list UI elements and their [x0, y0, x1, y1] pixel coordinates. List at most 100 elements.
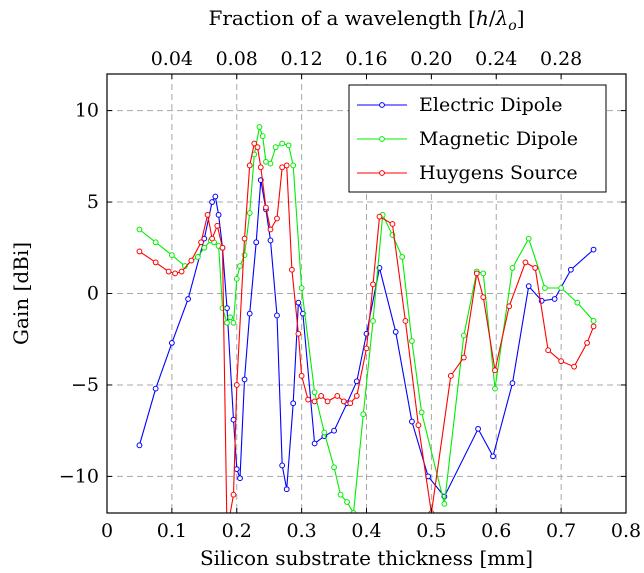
data-point	[233, 466, 240, 473]
data-point	[295, 299, 302, 306]
y-tick-label: −5	[71, 374, 99, 396]
data-point	[233, 382, 240, 388]
data-point	[324, 398, 331, 405]
data-point	[340, 398, 347, 405]
data-point	[178, 268, 185, 275]
data-point	[311, 440, 318, 447]
x-tick-label: 0.8	[611, 520, 641, 542]
legend-item: Magnetic Dipole	[357, 128, 578, 150]
data-point	[168, 252, 175, 258]
data-point	[542, 285, 548, 291]
data-point	[209, 235, 215, 242]
data-point	[558, 358, 565, 365]
data-point	[353, 378, 360, 385]
data-point	[165, 268, 172, 275]
data-point	[152, 385, 159, 392]
data-point	[246, 162, 253, 169]
data-point	[251, 140, 258, 147]
data-point	[219, 305, 226, 312]
data-point	[525, 283, 532, 290]
data-point	[214, 222, 221, 229]
data-point	[480, 294, 487, 301]
data-point	[370, 318, 376, 324]
data-point	[219, 244, 226, 251]
data-point	[334, 393, 341, 399]
legend-label: Magnetic Dipole	[419, 128, 578, 150]
data-point	[590, 318, 597, 324]
x-tick-label: 0.4	[351, 520, 381, 542]
y-tick-label: 10	[75, 100, 99, 122]
y-tick-label: −10	[59, 465, 99, 487]
data-point	[558, 285, 565, 291]
top-tick-label: 0.12	[280, 48, 322, 70]
data-point	[321, 429, 328, 436]
data-point	[318, 393, 324, 399]
data-point	[274, 312, 280, 319]
data-point	[392, 329, 399, 335]
data-point	[525, 235, 532, 242]
data-point	[480, 270, 487, 277]
data-point	[168, 339, 175, 346]
data-point	[279, 140, 286, 147]
data-point	[259, 133, 266, 140]
legend-swatch-marker	[379, 170, 385, 176]
data-point	[263, 204, 269, 211]
y-axis-label: Gain [dBi]	[9, 242, 33, 345]
data-point	[283, 162, 290, 169]
data-point	[584, 339, 590, 346]
data-point	[288, 266, 295, 273]
x-axis-label: Silicon substrate thickness [mm]	[200, 546, 533, 570]
data-point	[279, 462, 286, 469]
x-tick-label: 0	[101, 520, 113, 542]
data-point	[201, 244, 208, 251]
data-point	[331, 427, 337, 434]
x-tick-label: 0.1	[157, 520, 187, 542]
data-point	[590, 246, 597, 253]
legend: Electric Dipole Magnetic Dipole Huygens So…	[348, 84, 607, 193]
data-point	[209, 199, 215, 205]
legend-swatch-marker	[379, 102, 385, 108]
data-point	[224, 319, 230, 326]
data-point	[295, 330, 302, 337]
data-point	[272, 144, 279, 151]
data-point	[237, 475, 243, 482]
data-point	[460, 332, 467, 339]
data-point	[233, 275, 240, 282]
data-point	[490, 453, 496, 460]
data-point	[227, 314, 234, 321]
data-point	[253, 239, 260, 246]
data-point	[402, 318, 409, 324]
data-point	[353, 393, 360, 399]
data-point	[290, 400, 297, 407]
data-point	[241, 376, 248, 383]
top-tick-label: 0.20	[410, 48, 452, 70]
data-point	[389, 221, 396, 227]
data-point	[399, 254, 406, 260]
data-point	[447, 372, 454, 379]
legend-item: Huygens Source	[357, 162, 578, 184]
x-tick-label: 0.2	[222, 520, 252, 542]
data-point	[267, 226, 274, 233]
ticks: 0 0.1 0.2 0.3 0.4 0.5 0.6 0.7 0.8 0.04 0.08 0.12 0.1…	[59, 48, 641, 542]
data-point	[274, 215, 280, 222]
data-point	[267, 160, 274, 167]
data-point	[198, 239, 204, 246]
data-point	[522, 259, 529, 266]
data-point	[246, 310, 253, 317]
top-axis-label: Fraction of a wavelength [h/λo]	[208, 6, 524, 34]
data-point	[344, 499, 350, 505]
y-tick-label: 5	[87, 191, 99, 213]
x-tick-label: 0.5	[416, 520, 446, 542]
series-group	[136, 124, 597, 513]
x-tick-label: 0.7	[546, 520, 576, 542]
data-point	[441, 500, 448, 507]
data-point	[532, 264, 539, 271]
data-point	[212, 193, 219, 200]
data-point	[285, 142, 292, 149]
data-point	[311, 389, 318, 396]
data-point	[331, 464, 337, 471]
data-point	[311, 398, 318, 405]
top-tick-label: 0.16	[345, 48, 387, 70]
data-point	[256, 124, 263, 130]
x-tick-label: 0.6	[481, 520, 511, 542]
